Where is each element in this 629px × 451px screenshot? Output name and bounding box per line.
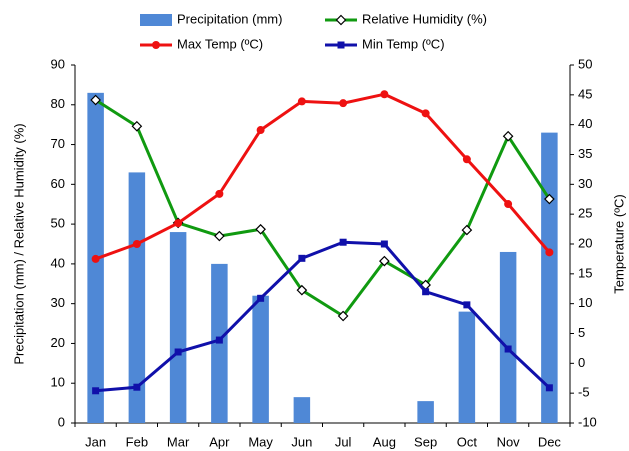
point	[461, 224, 473, 236]
y2-tick-label: 15	[578, 265, 592, 280]
point	[133, 383, 141, 391]
bar	[458, 311, 476, 423]
point	[174, 348, 182, 356]
point	[422, 288, 430, 296]
point	[544, 193, 555, 205]
bar	[541, 132, 558, 423]
bar	[169, 232, 187, 423]
point	[504, 200, 513, 209]
point	[339, 238, 347, 246]
legend-marker	[337, 41, 345, 49]
x-tick-label: Feb	[126, 434, 148, 449]
point	[215, 189, 224, 198]
x-tick-label: Mar	[167, 434, 190, 449]
point	[257, 294, 265, 302]
point	[256, 126, 265, 135]
line	[95, 92, 551, 261]
y2-tick-label: 45	[578, 86, 592, 101]
bar	[499, 251, 517, 423]
bar	[293, 397, 311, 423]
y2-tick-label: 40	[578, 116, 592, 131]
y2-axis-label: Temperature (ºC)	[611, 194, 626, 293]
y-tick-label: 50	[51, 216, 65, 231]
line	[95, 240, 551, 393]
legend-swatch	[140, 14, 172, 26]
point	[297, 97, 306, 106]
x-tick-label: Oct	[457, 434, 478, 449]
x-tick-label: May	[248, 434, 273, 449]
point	[92, 387, 100, 395]
y2-tick-label: -5	[578, 385, 590, 400]
x-tick-label: Jun	[291, 434, 312, 449]
y-tick-label: 60	[51, 176, 65, 191]
legend-label: Max Temp (ºC)	[177, 36, 263, 51]
y-axis-label: Precipitation (mm) / Relative Humidity (…	[11, 123, 26, 364]
y2-tick-label: -10	[578, 414, 597, 429]
point	[337, 310, 349, 322]
point	[215, 336, 223, 344]
point	[504, 345, 512, 353]
y-tick-label: 10	[51, 375, 65, 390]
y2-tick-label: 20	[578, 235, 592, 250]
y-tick-label: 70	[51, 136, 65, 151]
y2-tick-label: 35	[578, 146, 592, 161]
point	[132, 240, 141, 248]
legend-marker	[335, 14, 347, 26]
y2-tick-label: 5	[578, 325, 585, 340]
y2-tick-label: 0	[578, 355, 585, 370]
y2-tick-label: 25	[578, 206, 592, 221]
point	[545, 384, 553, 392]
point	[380, 90, 389, 99]
point	[380, 240, 388, 248]
x-tick-label: Jan	[85, 434, 106, 449]
legend-marker	[152, 41, 160, 49]
line	[94, 98, 551, 319]
legend-label: Min Temp (ºC)	[362, 36, 445, 51]
point	[298, 254, 306, 262]
point	[131, 120, 143, 132]
point	[421, 109, 430, 118]
x-tick-label: Dec	[538, 434, 562, 449]
point	[462, 155, 471, 164]
point	[379, 255, 390, 267]
point	[463, 301, 471, 309]
y2-tick-label: 50	[578, 56, 592, 71]
bar	[252, 295, 269, 423]
point	[91, 254, 100, 263]
point	[174, 219, 183, 228]
y2-tick-label: 30	[578, 176, 592, 191]
y-tick-label: 0	[58, 414, 65, 429]
point	[255, 223, 266, 235]
y-tick-label: 90	[51, 56, 65, 71]
y2-tick-label: 10	[578, 295, 592, 310]
point	[545, 248, 554, 257]
bar	[128, 172, 146, 423]
x-tick-label: Apr	[209, 434, 230, 449]
point	[502, 130, 514, 142]
point	[296, 284, 308, 296]
x-tick-label: Aug	[373, 434, 396, 449]
point	[339, 99, 348, 108]
legend-label: Precipitation (mm)	[177, 11, 282, 26]
legend-label: Relative Humidity (%)	[362, 11, 487, 26]
point	[90, 94, 101, 106]
x-tick-label: Sep	[414, 434, 437, 449]
y-tick-label: 80	[51, 96, 65, 111]
y-tick-label: 20	[51, 335, 65, 350]
y-tick-label: 40	[51, 255, 65, 270]
bar	[417, 401, 434, 423]
x-tick-label: Jul	[335, 434, 352, 449]
y-tick-label: 30	[51, 295, 65, 310]
x-tick-label: Nov	[497, 434, 521, 449]
point	[214, 230, 225, 242]
